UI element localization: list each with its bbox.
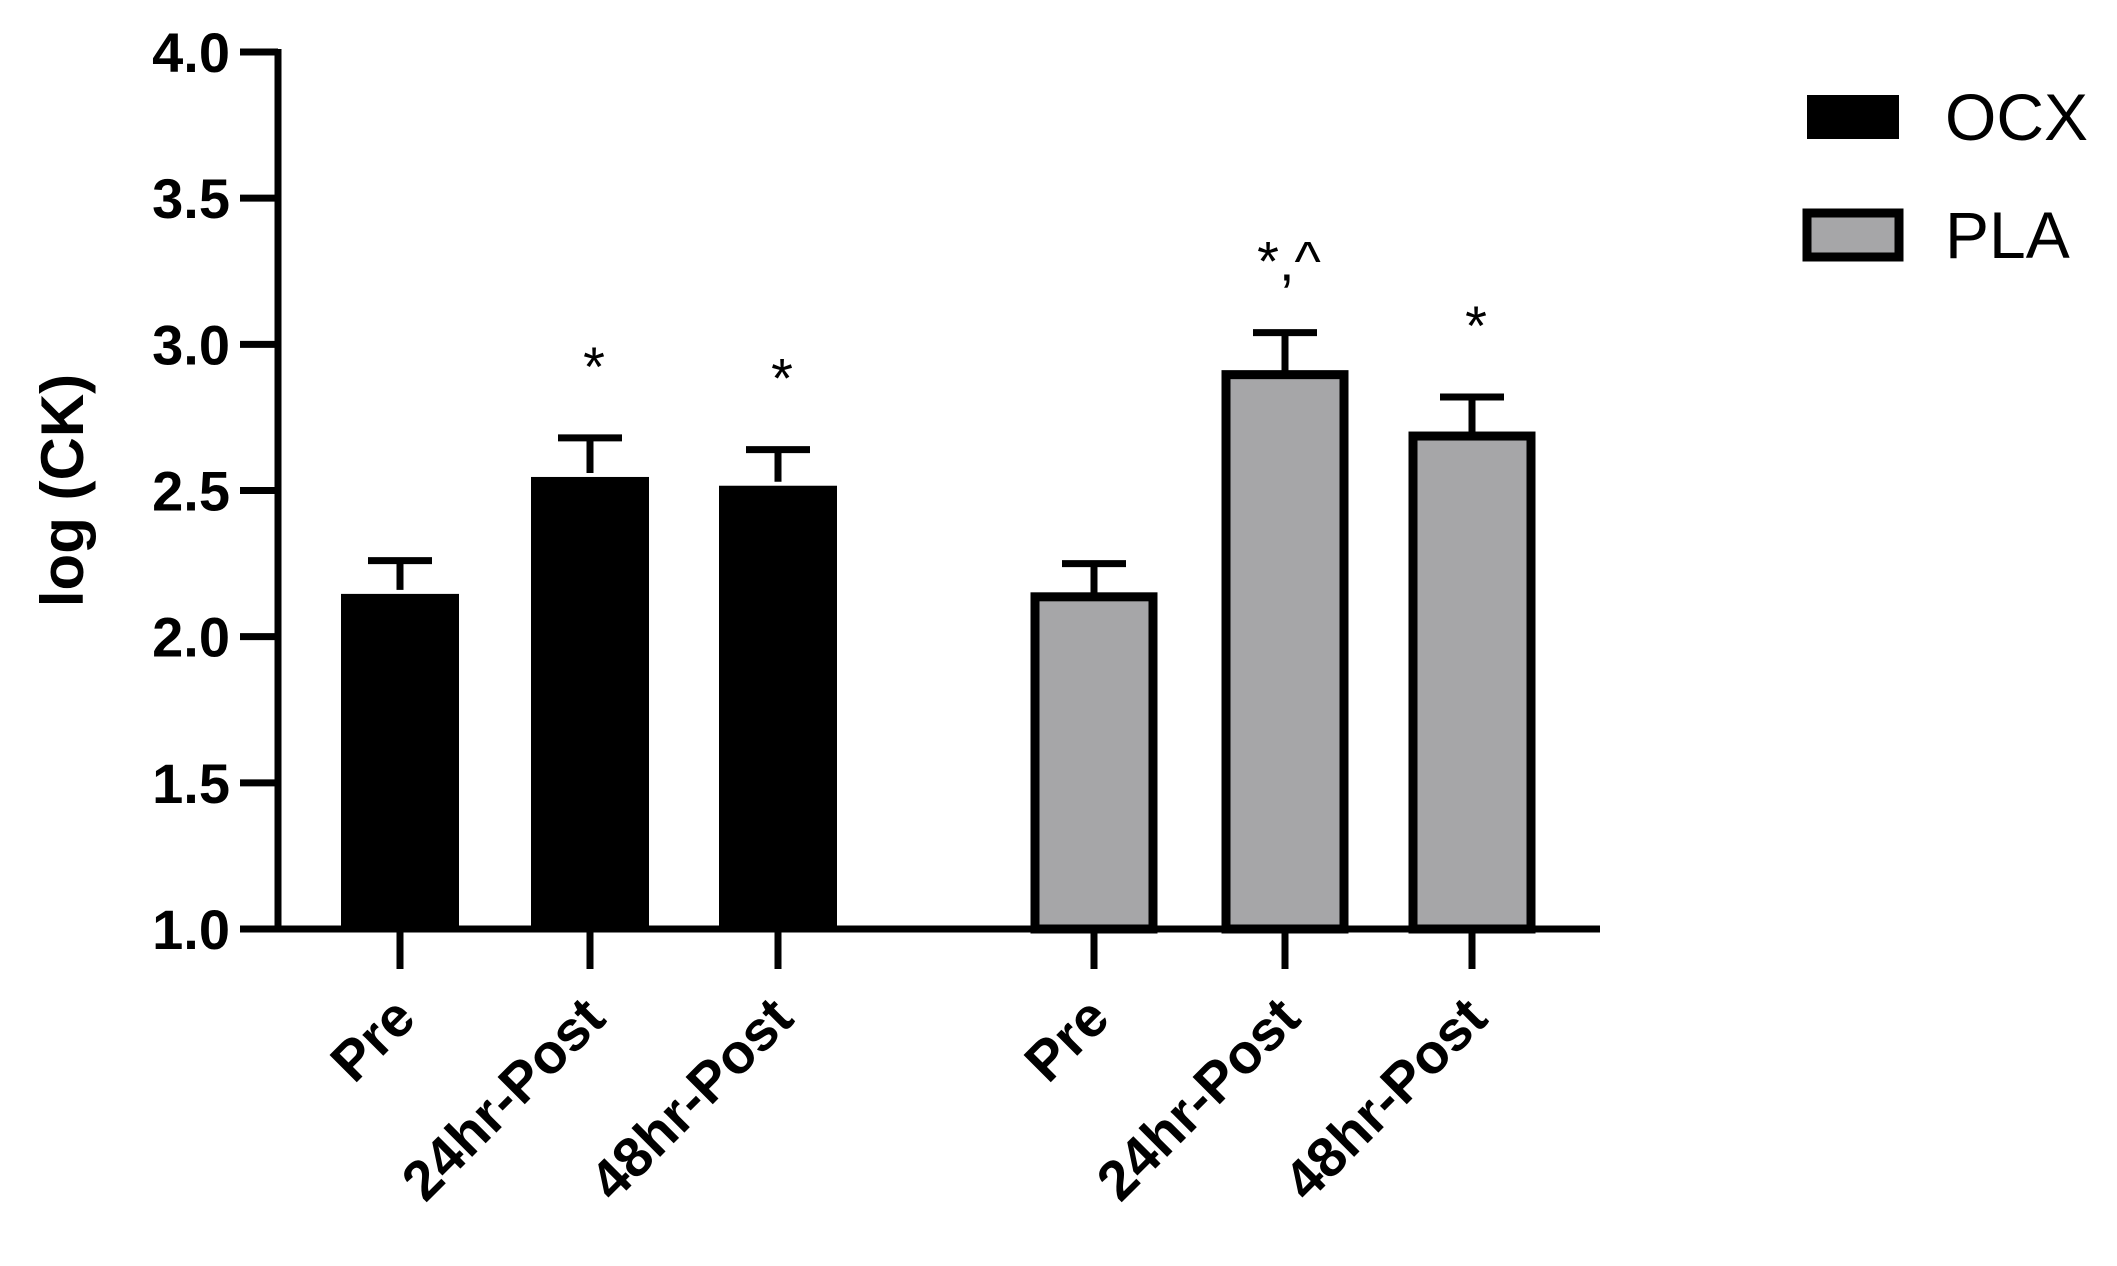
legend-label-pla: PLA: [1945, 198, 2070, 272]
legend-swatch-ocx: [1807, 95, 1899, 139]
x-tick-label: 24hr-Post: [389, 985, 616, 1212]
bar-ocx-24hr-post: [531, 476, 649, 929]
bar-pla-pre: [1030, 592, 1158, 934]
bar-pla-24hr-post: [1221, 370, 1349, 934]
significance-annotation: *: [1465, 294, 1487, 357]
y-tick-label: 3.0: [152, 313, 230, 376]
y-axis-title: log (CK): [29, 374, 96, 607]
y-ticks: 1.0 1.5 2.0 2.5 3.0 3.5 4.0: [152, 21, 278, 961]
significance-annotation: *,^: [1257, 230, 1321, 293]
bar-pla-48hr-post: [1408, 431, 1536, 934]
y-tick-label: 1.5: [152, 752, 230, 815]
y-tick-label: 3.5: [152, 167, 230, 230]
significance-annotation: *: [583, 335, 605, 398]
legend: OCX PLA: [1802, 80, 2088, 272]
bars: * * *,^ *: [341, 230, 1536, 934]
x-tick-label: 48hr-Post: [1271, 985, 1498, 1212]
bar-ocx-pre: [341, 593, 459, 929]
legend-label-ocx: OCX: [1945, 80, 2088, 154]
x-tick-label: 24hr-Post: [1084, 985, 1311, 1212]
axes: [274, 49, 1600, 933]
y-tick-label: 2.5: [152, 460, 230, 523]
y-tick-label: 2.0: [152, 606, 230, 669]
bar-ocx-48hr-post: [719, 485, 837, 929]
y-tick-label: 1.0: [152, 898, 230, 961]
y-tick-label: 4.0: [152, 21, 230, 84]
significance-annotation: *: [771, 347, 793, 410]
legend-swatch-pla: [1802, 208, 1904, 262]
x-tick-label: 48hr-Post: [577, 985, 804, 1212]
x-tick-label: Pre: [318, 985, 426, 1093]
x-tick-label: Pre: [1012, 985, 1120, 1093]
